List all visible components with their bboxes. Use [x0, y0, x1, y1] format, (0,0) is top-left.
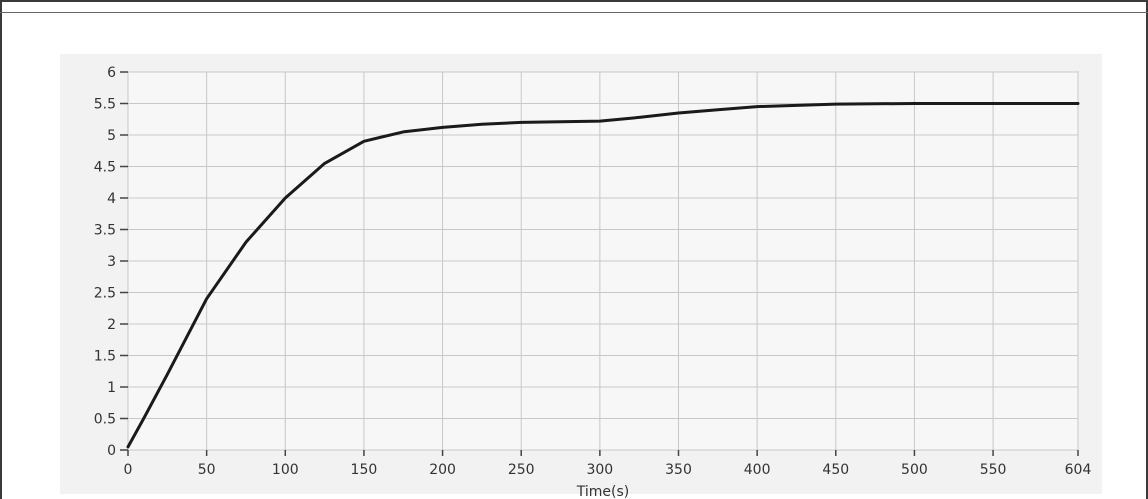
x-tick-label: 500: [901, 462, 928, 478]
x-tick-label: 200: [429, 462, 456, 478]
x-axis-label: Time(s): [576, 484, 629, 499]
x-tick-label: 604: [1065, 462, 1092, 478]
x-tick-label: 50: [198, 462, 216, 478]
y-tick-label: 3: [107, 254, 116, 270]
x-tick-label: 550: [980, 462, 1007, 478]
y-tick-label: 5: [107, 128, 116, 144]
y-tick-label: 4: [107, 191, 116, 207]
x-tick-label: 400: [744, 462, 771, 478]
y-tick-label: 2.5: [94, 286, 116, 302]
top-divider: [0, 0, 1148, 13]
y-tick-label: 0: [107, 443, 116, 459]
y-tick-label: 4.5: [94, 160, 116, 176]
x-axis: 0 50 100 150 200 250 300 350 400 450 500 550 604: [124, 450, 1092, 478]
series-line: [126, 102, 1080, 449]
y-tick-label: 3.5: [94, 223, 116, 239]
x-tick-label: 0: [124, 462, 133, 478]
x-tick-label: 350: [665, 462, 692, 478]
y-tick-label: 1.5: [94, 349, 116, 365]
series-layer: [126, 102, 1080, 449]
y-tick-label: 1: [107, 380, 116, 396]
y-tick-label: 6: [107, 65, 116, 81]
y-axis: 0 0.5 1 1.5 2 2.5 3 3.5 4 4.5 5 5.5 6: [94, 65, 128, 459]
y-tick-label: 5.5: [94, 97, 116, 113]
y-tick-label: 0.5: [94, 412, 116, 428]
x-tick-label: 100: [272, 462, 299, 478]
x-tick-label: 300: [586, 462, 613, 478]
x-tick-label: 450: [822, 462, 849, 478]
y-tick-label: 2: [107, 317, 116, 333]
x-tick-label: 150: [351, 462, 378, 478]
x-tick-label: 250: [508, 462, 535, 478]
